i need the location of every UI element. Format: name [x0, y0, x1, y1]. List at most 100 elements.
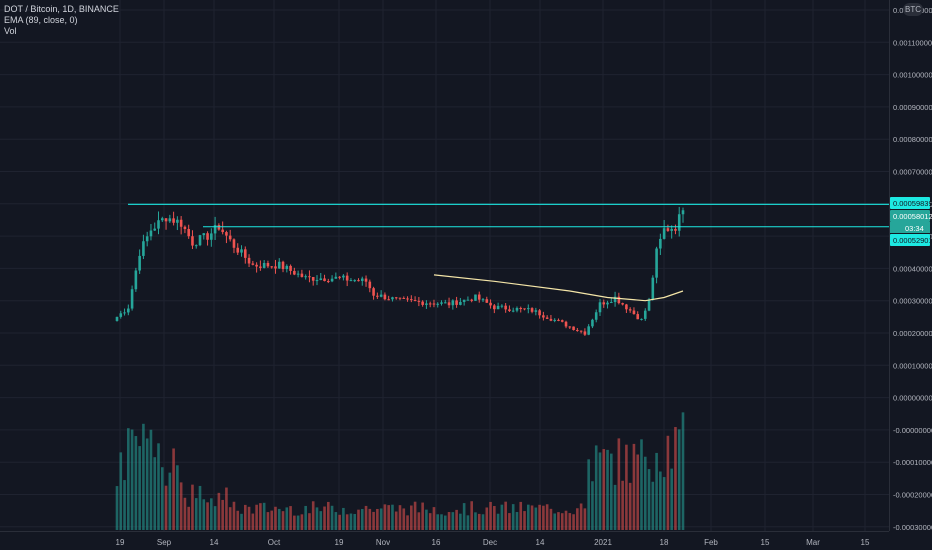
volume-bar: [183, 497, 187, 530]
candle-body: [455, 300, 458, 305]
volume-bar: [255, 504, 258, 530]
volume-bar: [428, 513, 432, 530]
candle-body: [591, 319, 594, 327]
volume-bar: [194, 498, 198, 530]
volume-bar: [417, 512, 421, 530]
candle-body: [621, 303, 624, 305]
price-tick-label: -0.00020000: [893, 491, 932, 500]
volume-legend[interactable]: Vol: [4, 26, 17, 36]
volume-bar: [643, 456, 647, 530]
resistance-top-label-bg: [890, 197, 930, 209]
price-tick-label: 0.00010000: [893, 361, 932, 370]
volume-bar: [119, 452, 123, 530]
volume-bar: [632, 443, 636, 530]
price-tick-label: -0.00030000: [893, 523, 932, 532]
candle-body: [470, 299, 473, 301]
candle-body: [198, 235, 202, 246]
volume-bar: [296, 515, 300, 530]
candle-body: [191, 236, 194, 246]
time-axis[interactable]: 19 Sep 14 Oct 19 Nov 16 Dec 14 2021 18 Feb 15 Mar 15: [116, 538, 870, 547]
candle-body: [168, 218, 172, 222]
candle-body: [568, 326, 572, 328]
candle-body: [526, 308, 530, 310]
price-axis-labels: 0.00059839 0.00058012 03:34 0.00052901: [890, 197, 932, 246]
candle-body: [142, 241, 145, 256]
volume-bar: [383, 504, 387, 530]
volume-bar: [334, 512, 338, 530]
volume-bar: [481, 514, 485, 530]
volume-bar: [432, 507, 436, 530]
countdown-label-bg: [890, 222, 930, 233]
price-tick-label: 0.00040000: [893, 264, 932, 273]
candle-body: [489, 302, 492, 306]
candle-body: [523, 308, 526, 310]
candle-body: [127, 308, 130, 313]
candle-body: [130, 289, 134, 309]
time-tick-label: 14: [536, 538, 545, 547]
candle-body: [360, 278, 364, 281]
candle-body: [496, 305, 500, 310]
volume-bar: [191, 484, 194, 530]
price-tick-label: 0.00030000: [893, 297, 932, 306]
candle-body: [640, 318, 643, 320]
time-tick-label: 15: [761, 538, 770, 547]
volume-bar: [259, 503, 262, 530]
candle-body: [579, 330, 583, 332]
ema-legend[interactable]: EMA (89, close, 0): [4, 15, 78, 25]
candle-body: [289, 265, 292, 271]
volume-bar: [198, 485, 202, 530]
candle-body: [145, 236, 149, 242]
last-price-label: 0.00058012: [893, 212, 932, 221]
volume-bar: [308, 513, 311, 530]
volume-bar: [443, 515, 447, 530]
candle-body: [466, 299, 470, 301]
candle-body: [153, 228, 157, 231]
candle-body: [172, 218, 175, 223]
candle-body: [538, 310, 541, 316]
candle-body: [666, 228, 670, 231]
candle-body: [436, 303, 440, 305]
volume-bar: [421, 502, 424, 530]
candle-body: [296, 273, 300, 275]
candle-body: [236, 247, 240, 253]
volume-bar: [342, 507, 345, 530]
time-tick-label: Nov: [376, 538, 390, 547]
candle-body: [372, 288, 375, 296]
volume-bar: [640, 439, 643, 530]
volume-bar: [115, 486, 119, 530]
volume-bar: [123, 480, 126, 530]
candle-body: [417, 300, 421, 302]
price-axis[interactable]: 0.001200000.001100000.001000000.00090000…: [893, 6, 932, 550]
volume-bar: [149, 429, 153, 530]
volume-bar: [206, 502, 209, 530]
candle-body: [342, 275, 345, 278]
candle-body: [379, 294, 383, 297]
candle-body: [534, 310, 538, 312]
candle-body: [357, 280, 360, 282]
candle-body: [225, 232, 228, 236]
volume-bar: [553, 513, 557, 530]
symbol-legend[interactable]: DOT / Bitcoin, 1D, BINANCE: [4, 4, 119, 14]
volume-bar: [451, 512, 455, 530]
volume-bar: [659, 471, 662, 530]
volume-bar: [210, 498, 213, 530]
volume-bar: [247, 506, 251, 530]
candle-body: [474, 294, 477, 301]
candle-body: [428, 303, 432, 305]
volume-bar: [285, 507, 289, 530]
candle-body: [587, 326, 590, 335]
candle-body: [228, 235, 232, 240]
candle-body: [394, 297, 398, 299]
candle-body: [266, 263, 270, 267]
candle-body: [606, 302, 609, 305]
volume-bar: [213, 506, 217, 530]
candle-body: [459, 301, 462, 305]
currency-scale-badge[interactable]: BTC: [903, 3, 923, 16]
volume-bar: [674, 427, 677, 530]
chart-grid: [0, 0, 889, 531]
volume-bar: [613, 484, 617, 530]
candle-body: [123, 312, 126, 314]
candle-body: [425, 303, 428, 305]
candle-body: [443, 302, 447, 304]
